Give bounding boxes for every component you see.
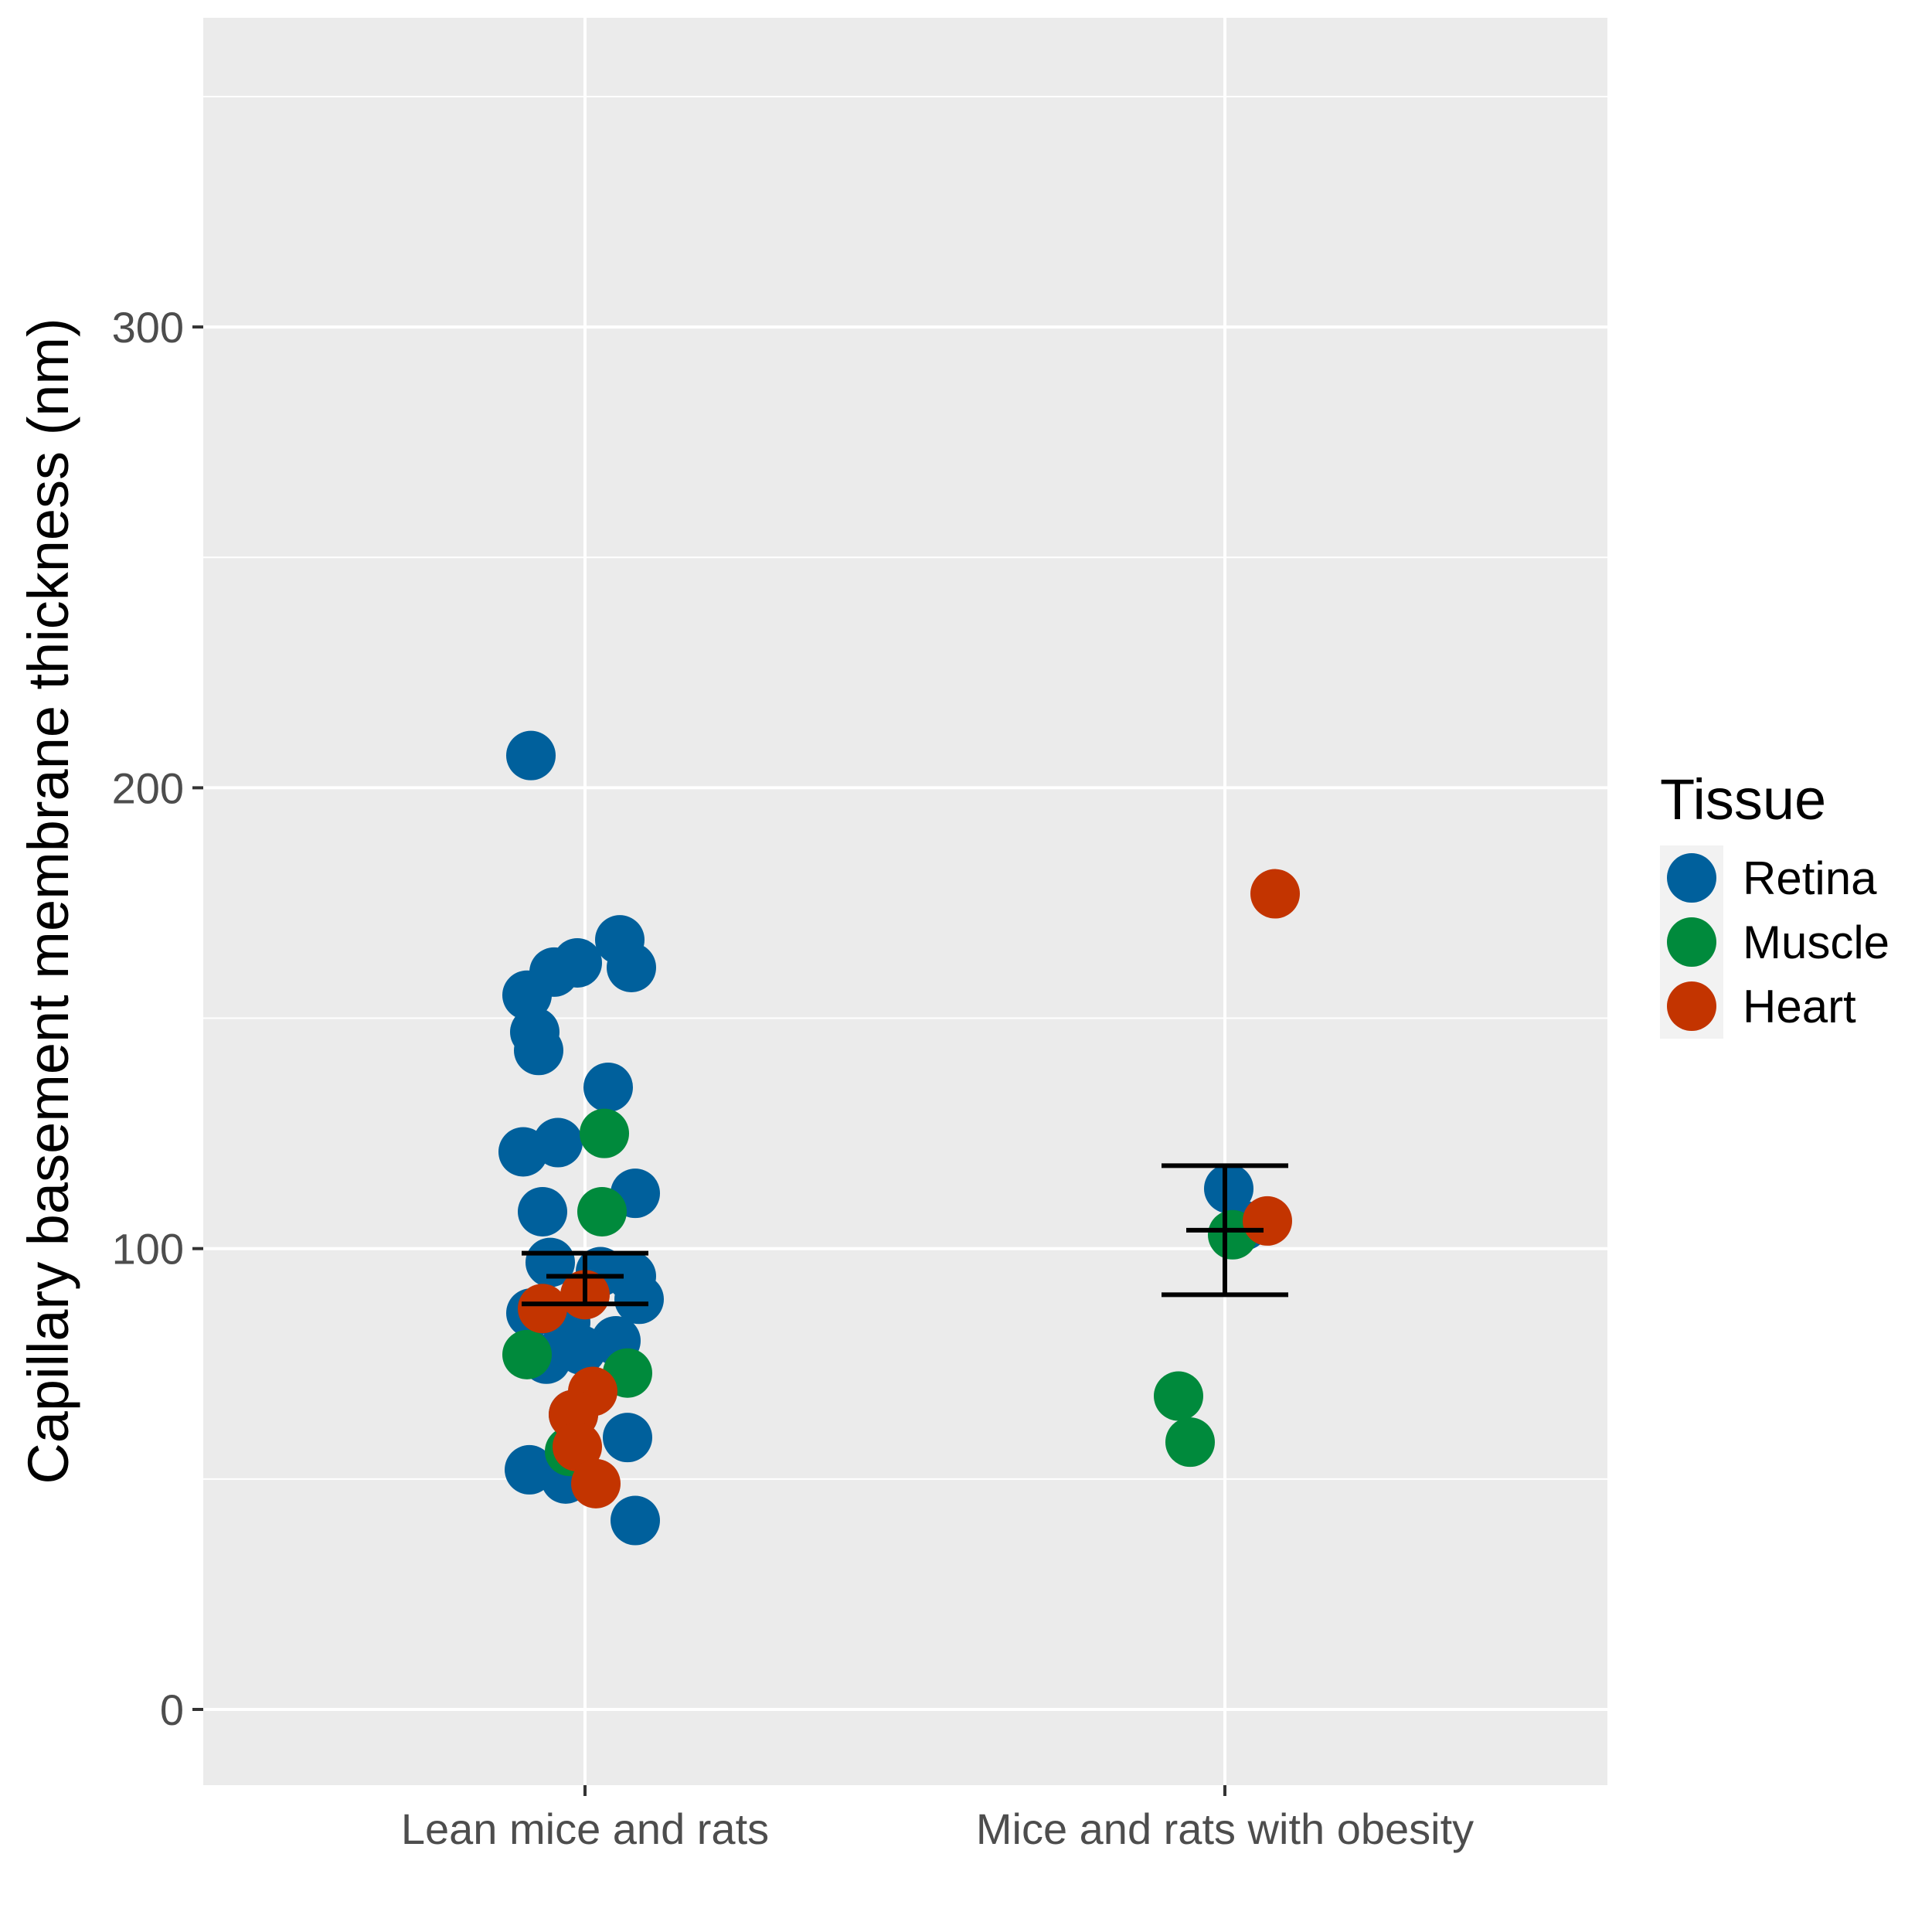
x-axis: Lean mice and rats Mice and rats with obe…: [401, 1785, 1474, 1853]
legend-label-muscle: Muscle: [1743, 917, 1889, 968]
point-retina: [506, 730, 556, 781]
point-retina: [583, 1062, 633, 1112]
point-retina: [518, 1186, 567, 1236]
legend-label-heart: Heart: [1743, 981, 1856, 1032]
point-muscle: [502, 1329, 552, 1379]
mean-error-bars: [522, 1163, 1288, 1307]
y-axis: 0 100 200 300: [112, 303, 203, 1734]
data-points: [498, 730, 1300, 1546]
point-heart: [553, 1422, 602, 1472]
legend-key-heart: [1667, 981, 1716, 1031]
point-heart: [1250, 869, 1300, 919]
point-retina: [611, 1495, 660, 1546]
point-heart: [518, 1284, 567, 1334]
plot-panel: [203, 18, 1607, 1785]
point-muscle: [580, 1108, 629, 1158]
legend-key-muscle: [1667, 917, 1716, 967]
point-muscle: [1154, 1371, 1203, 1421]
point-muscle: [1165, 1417, 1215, 1468]
y-tick-label: 200: [112, 764, 184, 812]
point-muscle: [577, 1186, 627, 1236]
legend-key-retina: [1667, 853, 1716, 903]
point-retina: [614, 1274, 664, 1325]
point-retina: [502, 970, 552, 1020]
y-tick-label: 100: [112, 1225, 184, 1274]
y-tick-label: 300: [112, 303, 184, 352]
y-axis-title: Capillary basement membrane thickness (n…: [16, 318, 80, 1484]
x-tick-label: Mice and rats with obesity: [976, 1804, 1474, 1853]
point-retina: [553, 937, 602, 988]
legend-title: Tissue: [1660, 767, 1826, 832]
point-retina: [498, 1127, 548, 1177]
x-tick-label: Lean mice and rats: [401, 1804, 769, 1853]
point-heart: [571, 1458, 621, 1509]
point-retina: [607, 942, 656, 992]
point-retina: [514, 1026, 563, 1076]
point-retina: [603, 1413, 652, 1463]
legend-label-retina: Retina: [1743, 852, 1877, 904]
y-tick-label: 0: [160, 1685, 184, 1734]
point-heart: [1243, 1196, 1292, 1246]
legend: Tissue Retina Muscle Heart: [1660, 767, 1889, 1039]
